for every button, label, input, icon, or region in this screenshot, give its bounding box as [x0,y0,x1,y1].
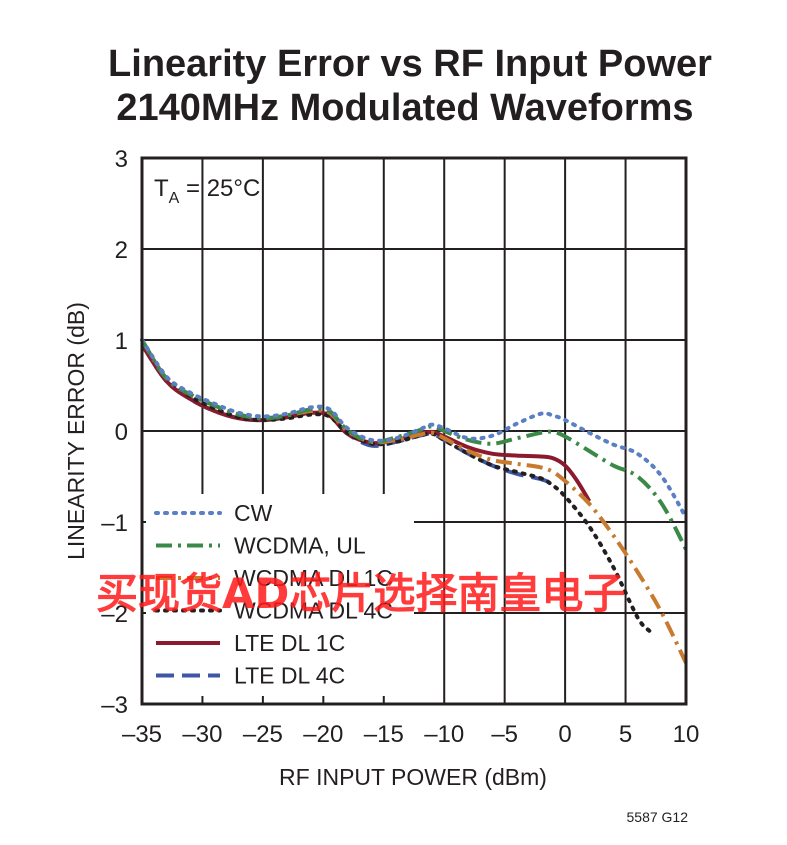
legend-label: LTE DL 4C [234,663,345,689]
x-tick-label: –15 [364,721,404,748]
y-tick-label: –3 [101,692,128,719]
x-tick-label: –20 [303,721,343,748]
figure-code: 5587 G12 [627,809,689,825]
x-tick-label: 0 [558,721,571,748]
watermark: 买现货AD芯片选择南皇电子 [96,569,625,618]
y-tick-label: 0 [115,419,128,446]
annotation-main: T [154,175,169,202]
chart-subtitle: 2140MHz Modulated Waveforms [116,87,693,129]
legend-label: WCDMA, UL [234,533,366,559]
legend-background [146,494,414,696]
y-tick-label: –2 [101,601,128,628]
series-lines [140,338,688,664]
x-tick-label: –35 [122,721,162,748]
series-line [140,338,688,520]
x-tick-labels: –35 –30 –25 –20 –15 –10 –5 0 5 10 [122,721,699,748]
x-tick-label: –10 [424,721,464,748]
y-axis-label: LINEARITY ERROR (dB) [63,302,89,560]
annotation-sub: A [169,190,180,207]
y-tick-label: 2 [115,237,128,264]
y-tick-label: 1 [115,328,128,355]
temperature-annotation: TA = 25°C [154,175,260,207]
series-line [140,343,592,503]
x-tick-label: –25 [243,721,283,748]
legend-label: WCDMA DL 1C [234,565,393,591]
legend-label: LTE DL 1C [234,630,345,656]
x-tick-label: –30 [182,721,222,748]
series-line [140,343,554,486]
series-line [140,338,652,634]
y-tick-label: 3 [115,146,128,173]
x-tick-label: 5 [619,721,632,748]
annotation-rest: = 25°C [179,175,260,202]
x-tick-label: –5 [491,721,518,748]
plot-frame [140,156,688,706]
x-tick-label: 10 [673,721,700,748]
chart-title: Linearity Error vs RF Input Power [108,43,712,85]
legend: CW WCDMA, UL WCDMA DL 1C WCDMA DL 4C LTE DL … [146,494,414,696]
y-tick-labels: –3 –2 –1 0 1 2 3 [101,146,128,719]
y-tick-label: –1 [101,510,128,537]
legend-label: CW [234,500,273,526]
x-axis-label: RF INPUT POWER (dBm) [279,764,547,790]
legend-label: WCDMA DL 4C [234,598,393,624]
